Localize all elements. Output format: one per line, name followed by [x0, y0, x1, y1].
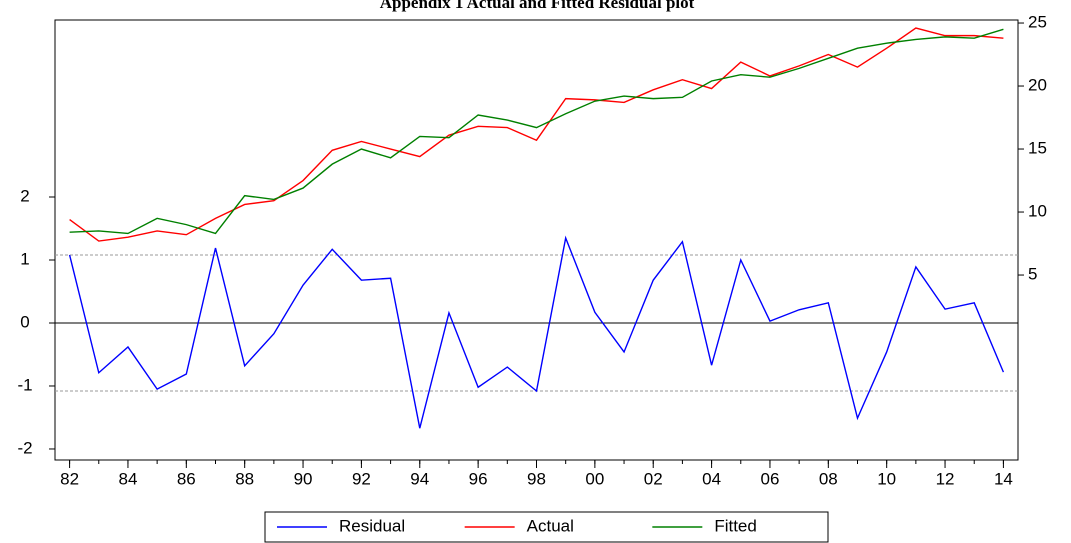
legend-box — [264, 511, 829, 543]
x-tick-label: 94 — [410, 469, 429, 488]
y-tick-label: 1 — [20, 249, 29, 268]
x-tick-label: 02 — [644, 469, 663, 488]
series-line — [69, 27, 1004, 242]
y2-tick-label: 5 — [1028, 265, 1037, 284]
x-tick-label: 84 — [118, 469, 137, 488]
series-line — [69, 28, 1004, 235]
x-tick-label: 08 — [819, 469, 838, 488]
plot-frame — [54, 19, 1019, 461]
legend-label: Residual — [339, 516, 405, 535]
y2-tick-label: 10 — [1028, 202, 1047, 221]
y-tick-label: -1 — [17, 375, 32, 394]
x-tick-label: 86 — [177, 469, 196, 488]
x-tick-label: 82 — [60, 469, 79, 488]
legend-label: Fitted — [714, 516, 757, 535]
x-tick-label: 12 — [936, 469, 955, 488]
y2-tick-label: 15 — [1028, 139, 1047, 158]
legend-label: Actual — [527, 516, 574, 535]
chart-title: Appendix 1 Actual and Fitted Residual pl… — [380, 0, 695, 12]
x-tick-label: 14 — [994, 469, 1013, 488]
x-tick-label: 96 — [469, 469, 488, 488]
x-tick-label: 04 — [702, 469, 721, 488]
x-tick-label: 98 — [527, 469, 546, 488]
x-tick-label: 90 — [294, 469, 313, 488]
y2-tick-label: 20 — [1028, 76, 1047, 95]
x-tick-label: 88 — [235, 469, 254, 488]
x-tick-label: 92 — [352, 469, 371, 488]
y2-tick-label: 25 — [1028, 13, 1047, 32]
series-line — [68, 235, 1005, 429]
x-tick-label: 00 — [585, 469, 604, 488]
y-tick-label: 2 — [20, 186, 29, 205]
x-tick-label: 06 — [760, 469, 779, 488]
y-tick-label: -2 — [17, 438, 32, 457]
x-tick-label: 10 — [877, 469, 896, 488]
y-tick-label: 0 — [20, 312, 29, 331]
